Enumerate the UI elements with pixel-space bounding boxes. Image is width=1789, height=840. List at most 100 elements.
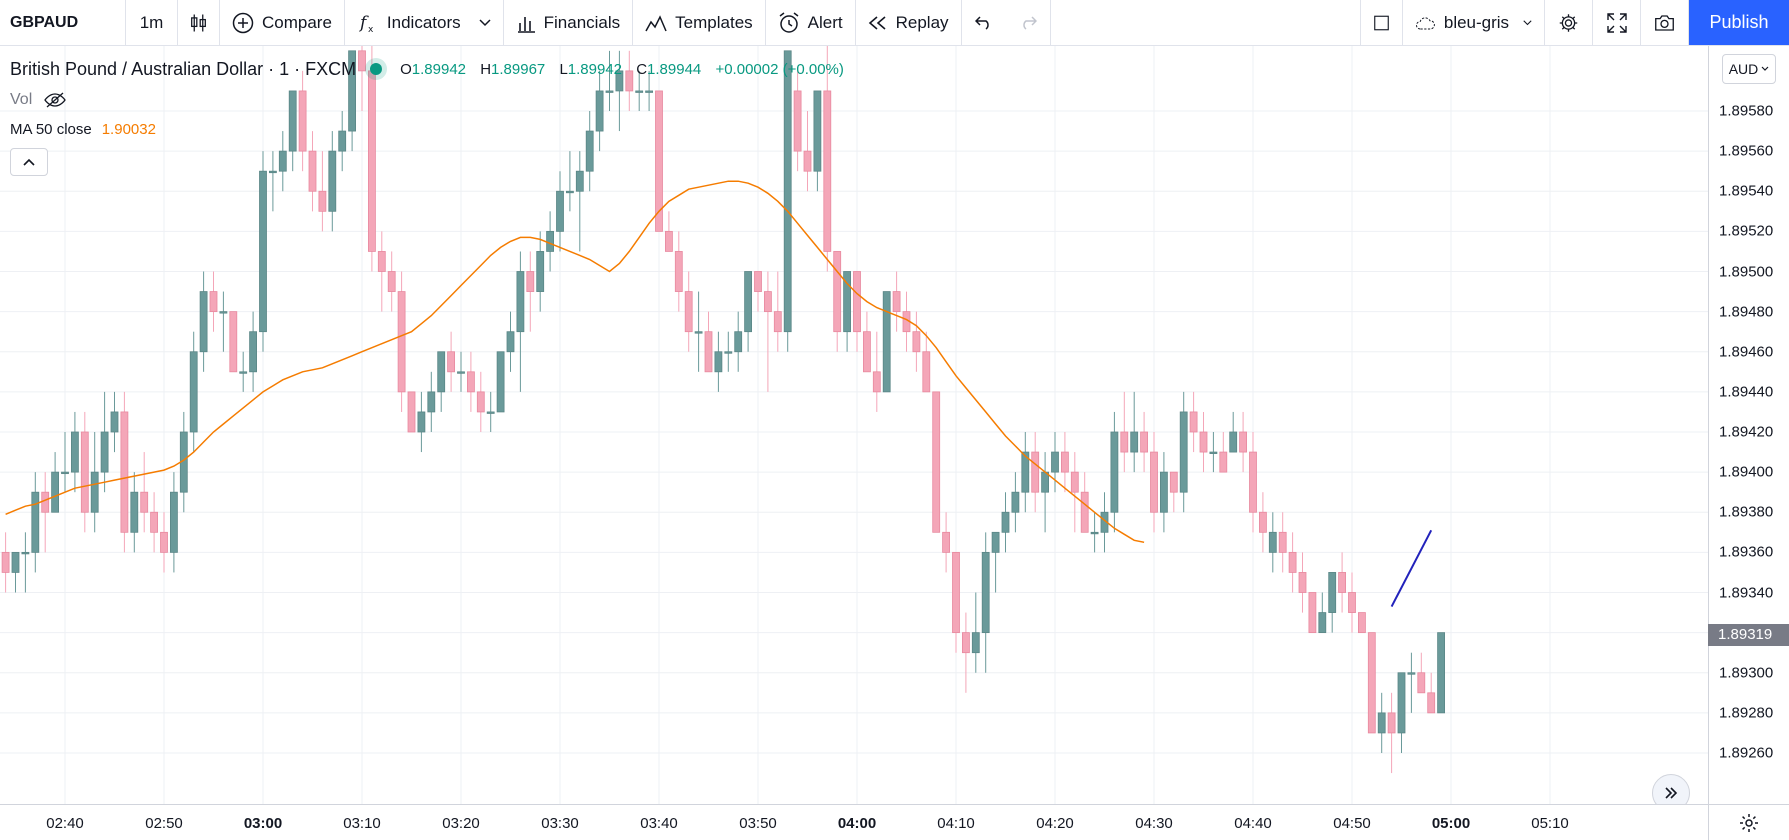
alert-button[interactable]: Alert — [766, 0, 856, 45]
candle — [744, 271, 752, 352]
candle-body — [120, 411, 129, 533]
ma-label[interactable]: MA 50 close — [10, 120, 92, 138]
fullscreen-icon — [1606, 12, 1627, 33]
candle-body — [1437, 632, 1445, 714]
candle-body — [853, 271, 861, 333]
candle-body — [90, 471, 99, 513]
candle-body — [437, 351, 446, 393]
time-tick-label: 02:50 — [145, 815, 183, 832]
candle — [1397, 672, 1406, 753]
price-tick-label: 1.89560 — [1719, 142, 1774, 160]
candle-body — [219, 311, 228, 314]
candle — [1021, 432, 1030, 513]
trend-line-drawing[interactable] — [1390, 529, 1433, 608]
currency-dropdown[interactable]: AUD — [1722, 54, 1776, 84]
candle-body — [169, 491, 178, 553]
candle-body — [110, 411, 119, 433]
candle-body — [1397, 672, 1406, 734]
select-layout-button[interactable] — [1361, 0, 1403, 45]
candle — [278, 131, 287, 192]
candle-body — [1199, 431, 1208, 453]
financials-button[interactable]: Financials — [504, 0, 634, 45]
price-tick-label: 1.89420 — [1719, 423, 1774, 441]
layout-name-button[interactable]: bleu-gris — [1403, 0, 1545, 45]
price-chart[interactable] — [0, 46, 1708, 804]
candle — [466, 351, 475, 412]
candle — [912, 311, 921, 372]
candle-body — [516, 271, 525, 333]
candle-body — [962, 632, 970, 654]
axis-settings-button[interactable] — [1708, 804, 1789, 840]
candle-body — [1031, 451, 1040, 493]
candle-body — [61, 471, 69, 475]
candle — [1130, 391, 1139, 473]
candle — [754, 271, 762, 312]
candle-body — [971, 632, 980, 654]
candle — [942, 512, 950, 573]
candle-body — [288, 90, 297, 152]
chart-pane[interactable] — [0, 46, 1708, 804]
candle-body — [1308, 592, 1317, 634]
candle — [41, 472, 50, 553]
candle-body — [1377, 712, 1386, 734]
candle — [872, 331, 881, 412]
publish-button[interactable]: Publish — [1689, 0, 1789, 45]
indicators-label: Indicators — [386, 12, 461, 32]
candle — [387, 251, 396, 312]
candle-body — [1070, 471, 1079, 493]
candle — [1278, 512, 1287, 573]
collapse-legend-button[interactable] — [10, 148, 48, 176]
undo-button[interactable] — [962, 0, 1006, 45]
templates-button[interactable]: Templates — [633, 0, 766, 45]
volume-legend-row: Vol — [10, 86, 854, 114]
compare-button[interactable]: Compare — [220, 0, 345, 45]
candle — [189, 331, 198, 453]
candle-body — [249, 331, 258, 373]
candle-body — [80, 431, 89, 513]
candle-body — [1, 551, 10, 573]
candle-body — [585, 130, 594, 172]
candle — [1061, 432, 1069, 493]
redo-button[interactable] — [1006, 0, 1051, 45]
candle — [793, 70, 802, 172]
candle — [803, 111, 812, 192]
candle — [239, 351, 248, 392]
snapshot-button[interactable] — [1641, 0, 1689, 45]
chart-type-button[interactable] — [178, 0, 220, 45]
eye-hidden-icon[interactable] — [44, 92, 67, 108]
time-axis[interactable]: 02:40 02:50 03:00 03:10 03:20 03:30 03:40 03:50… — [0, 804, 1708, 840]
candle — [100, 391, 109, 493]
candle-body — [338, 130, 347, 152]
toolbar-spacer — [1051, 0, 1361, 45]
candle-body — [1011, 491, 1020, 513]
fullscreen-button[interactable] — [1593, 0, 1641, 45]
candle-body — [150, 511, 159, 533]
candle-body — [160, 531, 168, 553]
volume-label[interactable]: Vol — [10, 91, 33, 108]
candle-body — [298, 90, 307, 152]
ma50-line[interactable] — [5, 180, 1145, 544]
replay-button[interactable]: Replay — [856, 0, 962, 45]
candle-body — [912, 331, 921, 353]
price-axis[interactable]: 1.89580 1.89560 1.89540 1.89520 1.89500 1.894… — [1708, 46, 1789, 804]
candle — [1259, 492, 1267, 553]
interval-button[interactable]: 1m — [126, 0, 178, 45]
market-status-dot[interactable] — [370, 63, 383, 75]
symbol-search-button[interactable]: GBPAUD — [0, 0, 126, 45]
candle — [1041, 452, 1049, 533]
settings-button[interactable] — [1545, 0, 1593, 45]
symbol-title[interactable]: British Pound / Australian Dollar · 1 · … — [10, 58, 357, 79]
candle — [526, 251, 535, 332]
candle-body — [1328, 572, 1337, 613]
candle-body — [1209, 451, 1218, 454]
candle — [1367, 632, 1376, 734]
candle-body — [1318, 612, 1327, 634]
candle — [843, 271, 851, 352]
candle-body — [863, 331, 871, 373]
candle-body — [486, 411, 495, 414]
candle — [734, 311, 743, 372]
scroll-to-realtime-button[interactable] — [1652, 774, 1690, 804]
candle-body — [358, 50, 366, 72]
